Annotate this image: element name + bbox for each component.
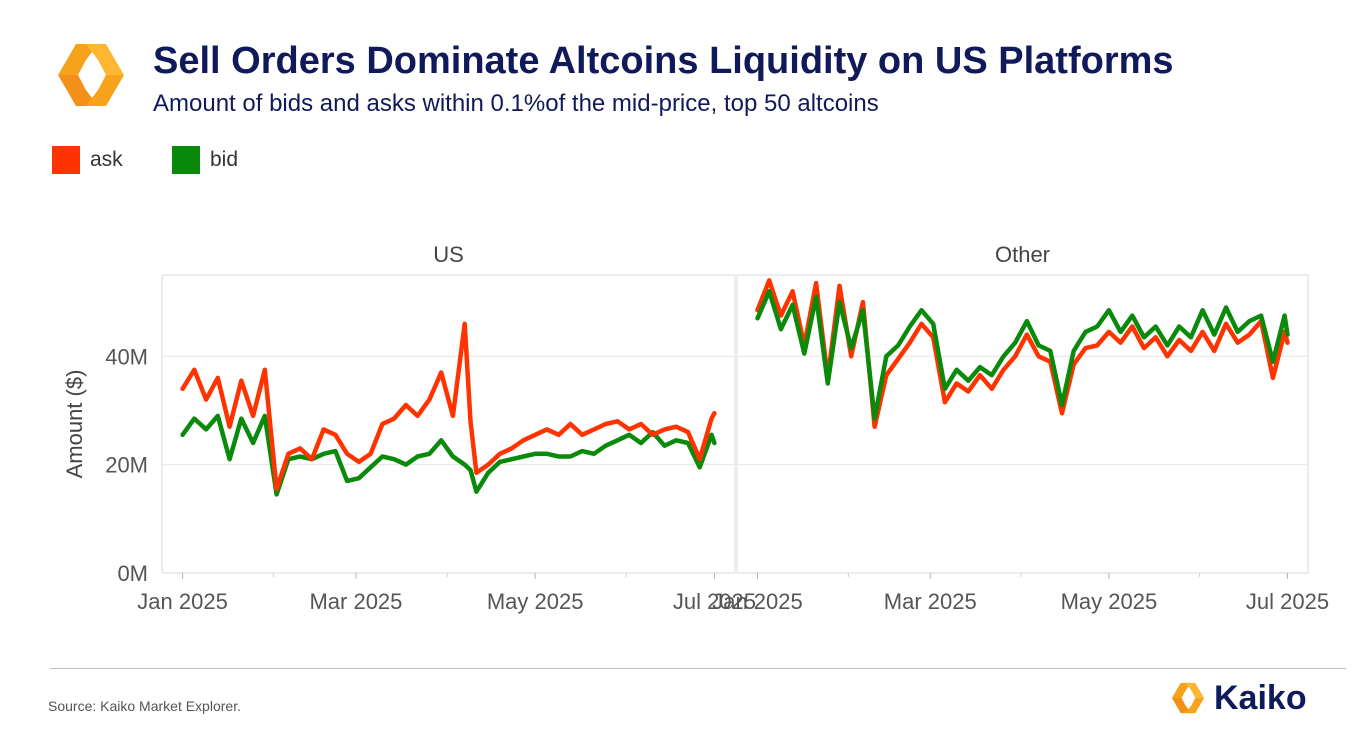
x-tick-label-us: Jan 2025 (137, 589, 228, 614)
kaiko-logo-icon (58, 44, 124, 106)
footer-divider (50, 668, 1346, 669)
series-line-bid-other (755, 289, 1290, 421)
chart-subtitle: Amount of bids and asks within 0.1%of th… (153, 90, 879, 117)
legend-swatch-bid (172, 146, 200, 174)
x-tick-label-other: Jan 2025 (712, 589, 803, 614)
chart-area: US Jan 2025 Mar 2025 May 2025 Jul 2025 Other J… (62, 242, 1329, 614)
series-line-ask-us (180, 321, 717, 492)
x-tick-label-us: Jul 2025 (673, 589, 756, 614)
x-tick-label-us: Mar 2025 (309, 589, 402, 614)
x-tick-label-us: May 2025 (487, 589, 584, 614)
kaiko-brand-icon (1171, 682, 1205, 714)
panel-title-other: Other (995, 242, 1050, 267)
source-note: Source: Kaiko Market Explorer. (48, 698, 241, 714)
x-tick-label-other: May 2025 (1061, 589, 1158, 614)
y-tick-label: 0M (117, 561, 148, 586)
brand-name: Kaiko (1214, 678, 1307, 717)
legend-label-bid: bid (210, 148, 239, 171)
panel-frame-us (161, 274, 736, 574)
legend-label-ask: ask (90, 148, 123, 171)
chart-title: Sell Orders Dominate Altcoins Liquidity … (153, 40, 1174, 82)
legend-item-bid[interactable]: bid (172, 146, 238, 174)
legend-item-ask[interactable]: ask (52, 146, 123, 174)
y-tick-label: 40M (105, 344, 148, 369)
x-tick-label-other: Mar 2025 (884, 589, 977, 614)
brand-logo: Kaiko (1168, 676, 1307, 720)
y-tick-label: 20M (105, 453, 148, 478)
panel-title-us: US (433, 242, 464, 267)
y-axis-label: Amount ($) (62, 370, 87, 479)
x-tick-label-other: Jul 2025 (1246, 589, 1329, 614)
legend-swatch-ask (52, 146, 80, 174)
